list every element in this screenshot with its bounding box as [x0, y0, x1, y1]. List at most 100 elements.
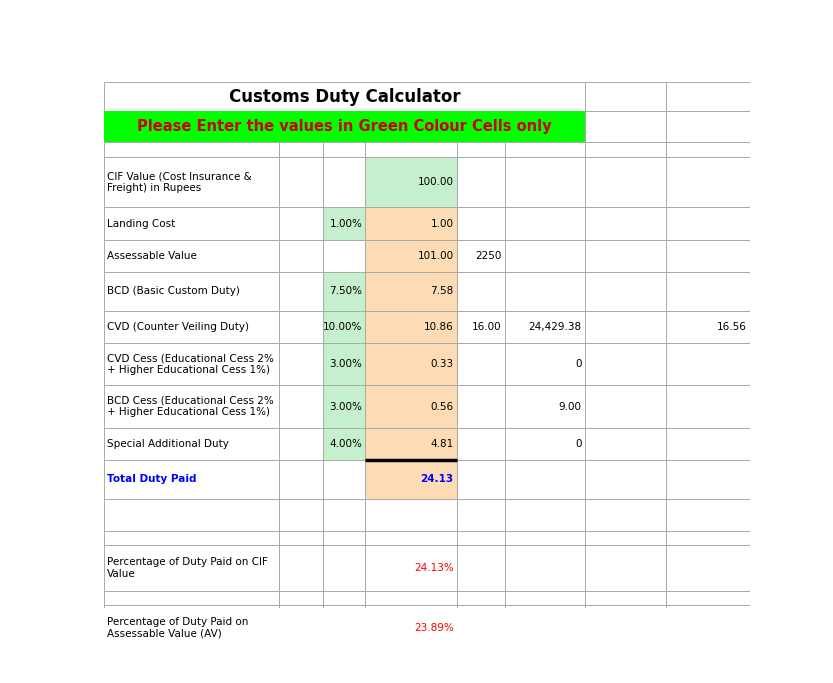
Bar: [278, 545, 322, 591]
Bar: [666, 545, 750, 591]
Bar: [666, 311, 750, 343]
Text: Please Enter the values in Green Colour Cells only: Please Enter the values in Green Colour …: [137, 119, 551, 134]
Text: 4.00%: 4.00%: [329, 439, 362, 449]
Bar: [104, 604, 278, 651]
Bar: [104, 208, 278, 240]
Text: Percentage of Duty Paid on
Assessable Value (AV): Percentage of Duty Paid on Assessable Va…: [107, 617, 248, 639]
Text: 0.33: 0.33: [431, 359, 454, 370]
Bar: [456, 428, 505, 460]
Bar: [505, 208, 585, 240]
Bar: [666, 428, 750, 460]
Text: CVD (Counter Veiling Duty): CVD (Counter Veiling Duty): [107, 322, 249, 332]
Bar: [104, 545, 278, 591]
Bar: [322, 157, 366, 208]
Bar: [366, 208, 456, 240]
Bar: [505, 460, 585, 499]
Bar: [666, 385, 750, 428]
Bar: [456, 545, 505, 591]
Text: 3.00%: 3.00%: [329, 402, 362, 412]
Bar: [278, 208, 322, 240]
Text: 10.00%: 10.00%: [323, 322, 362, 332]
Bar: [322, 272, 366, 311]
Text: 0: 0: [575, 359, 581, 370]
Text: 2250: 2250: [476, 251, 501, 261]
Text: 0: 0: [575, 439, 581, 449]
Bar: [585, 604, 666, 651]
Bar: [104, 311, 278, 343]
Text: 10.86: 10.86: [424, 322, 454, 332]
Text: 24.13%: 24.13%: [414, 563, 454, 573]
Bar: [456, 385, 505, 428]
Bar: [456, 157, 505, 208]
Text: Customs Duty Calculator: Customs Duty Calculator: [228, 87, 460, 106]
Bar: [456, 240, 505, 272]
Text: 4.81: 4.81: [431, 439, 454, 449]
Bar: [104, 343, 278, 385]
Bar: [322, 545, 366, 591]
Text: CVD Cess (Educational Cess 2%
+ Higher Educational Cess 1%): CVD Cess (Educational Cess 2% + Higher E…: [107, 353, 274, 375]
Bar: [505, 272, 585, 311]
Text: 101.00: 101.00: [417, 251, 454, 261]
Bar: [322, 240, 366, 272]
Bar: [104, 157, 278, 208]
Bar: [505, 240, 585, 272]
Bar: [278, 385, 322, 428]
Bar: [322, 385, 366, 428]
Bar: [505, 428, 585, 460]
Bar: [585, 343, 666, 385]
Bar: [666, 208, 750, 240]
Bar: [666, 343, 750, 385]
Bar: [505, 157, 585, 208]
Text: 7.58: 7.58: [431, 286, 454, 296]
Bar: [456, 311, 505, 343]
Text: 23.89%: 23.89%: [414, 623, 454, 633]
Bar: [322, 604, 366, 651]
Bar: [278, 428, 322, 460]
Bar: [585, 311, 666, 343]
Bar: [456, 604, 505, 651]
Bar: [104, 82, 585, 111]
Bar: [366, 604, 456, 651]
Text: BCD (Basic Custom Duty): BCD (Basic Custom Duty): [107, 286, 240, 296]
Bar: [104, 428, 278, 460]
Bar: [322, 311, 366, 343]
Bar: [585, 460, 666, 499]
Bar: [322, 460, 366, 499]
Bar: [278, 272, 322, 311]
Text: 100.00: 100.00: [417, 178, 454, 187]
Bar: [366, 460, 456, 499]
Bar: [585, 385, 666, 428]
Text: 1.00%: 1.00%: [329, 219, 362, 229]
Text: Total Duty Paid: Total Duty Paid: [107, 474, 197, 484]
Bar: [505, 343, 585, 385]
Bar: [456, 460, 505, 499]
Text: Percentage of Duty Paid on CIF
Value: Percentage of Duty Paid on CIF Value: [107, 557, 268, 579]
Bar: [278, 311, 322, 343]
Text: 9.00: 9.00: [558, 402, 581, 412]
Bar: [278, 157, 322, 208]
Bar: [456, 343, 505, 385]
Bar: [666, 157, 750, 208]
Bar: [585, 545, 666, 591]
Bar: [456, 272, 505, 311]
Bar: [366, 272, 456, 311]
Bar: [366, 240, 456, 272]
Bar: [322, 208, 366, 240]
Bar: [666, 272, 750, 311]
Bar: [585, 272, 666, 311]
Text: 0.56: 0.56: [431, 402, 454, 412]
Text: 24,429.38: 24,429.38: [528, 322, 581, 332]
Text: 1.00: 1.00: [431, 219, 454, 229]
Bar: [585, 428, 666, 460]
Bar: [585, 240, 666, 272]
Text: 16.56: 16.56: [716, 322, 746, 332]
Text: 16.00: 16.00: [472, 322, 501, 332]
Bar: [505, 385, 585, 428]
Bar: [322, 343, 366, 385]
Bar: [505, 545, 585, 591]
Bar: [366, 428, 456, 460]
Bar: [104, 240, 278, 272]
Bar: [366, 545, 456, 591]
Bar: [278, 343, 322, 385]
Bar: [366, 157, 456, 208]
